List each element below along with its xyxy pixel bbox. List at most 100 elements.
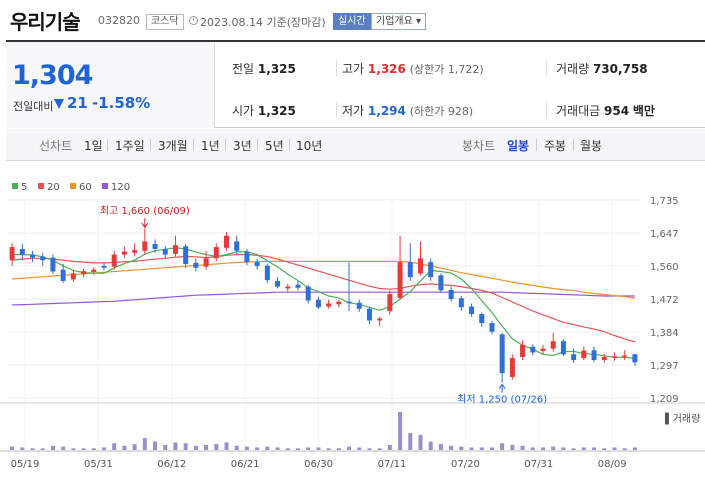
candle <box>438 273 444 293</box>
divider <box>289 139 290 151</box>
period-10y[interactable]: 10년 <box>296 139 323 153</box>
period-1w[interactable]: 1주일 <box>115 139 145 153</box>
candle <box>377 316 383 327</box>
volume-bar <box>602 448 607 450</box>
x-tick-label: 07/11 <box>378 459 407 470</box>
current-price: 1,304 <box>12 60 93 91</box>
x-tick-label: 07/20 <box>451 459 480 470</box>
candle-body <box>111 254 117 267</box>
candle <box>162 246 168 259</box>
realtime-button[interactable]: 실시간 <box>333 13 371 30</box>
candle <box>469 303 475 317</box>
volume-bar <box>20 447 25 450</box>
volume-bar <box>91 448 96 450</box>
amount-value: 954 <box>604 104 630 118</box>
period-1d[interactable]: 1일 <box>84 139 103 153</box>
volume-bar <box>449 445 454 450</box>
company-overview-dropdown[interactable]: 기업개요 ▾ <box>371 13 427 30</box>
candle <box>560 339 566 357</box>
volume-bar <box>244 446 249 450</box>
period-3m[interactable]: 3개월 <box>158 139 188 153</box>
price-summary: 1,304 전일대비 21 -1.58% 전일 1,325 시가 1,325 고… <box>6 40 705 128</box>
candle <box>111 250 117 270</box>
candle-body <box>438 275 444 291</box>
candle-body <box>479 314 485 324</box>
volume-label: 거래량 <box>556 62 590 76</box>
candle-body <box>121 251 127 255</box>
candle-body <box>560 341 566 355</box>
trade-volume: 거래량 730,758 <box>556 60 648 77</box>
volume-bar <box>469 447 474 450</box>
legend-ma20-label: 20 <box>47 182 60 193</box>
candlestick-chart[interactable]: 1,735 1,647 1,560 1,472 1,384 1,297 1,209 05/19… <box>0 195 705 488</box>
candle-body <box>81 271 87 275</box>
candle <box>19 244 25 261</box>
legend-ma120: 120 <box>102 182 130 193</box>
y-tick-label: 1,560 <box>650 262 679 273</box>
high-value: 1,326 <box>367 62 406 76</box>
candle-body <box>183 246 189 264</box>
volume-bar <box>183 443 188 450</box>
period-3y[interactable]: 3년 <box>233 139 252 153</box>
volume-bar <box>377 448 382 450</box>
prev-close-label: 전일 <box>232 62 255 76</box>
divider <box>536 139 537 151</box>
candle-body <box>285 286 291 289</box>
divider <box>107 139 108 151</box>
candle <box>183 244 189 268</box>
legend-ma20: 20 <box>38 182 60 193</box>
candle <box>428 258 434 281</box>
low-value: 1,294 <box>367 104 406 118</box>
volume-panel <box>0 410 705 450</box>
volume-bar <box>275 447 280 450</box>
high-marker-head <box>141 222 149 229</box>
candle <box>152 239 158 253</box>
volume-bar <box>357 447 362 450</box>
current-price-box: 1,304 전일대비 21 -1.58% <box>6 42 215 128</box>
candle <box>50 254 56 275</box>
candle-body <box>417 258 423 274</box>
x-tick-label: 05/31 <box>84 459 113 470</box>
candle-body <box>295 284 301 288</box>
candle-body <box>540 348 546 351</box>
candle <box>254 259 260 270</box>
candle-body <box>264 265 270 281</box>
volume-bar <box>285 448 290 450</box>
period-weekly[interactable]: 주봉 <box>544 139 567 153</box>
candle-body <box>458 298 464 308</box>
candle-body <box>9 247 15 261</box>
candle-body <box>601 356 607 360</box>
ma120-swatch <box>102 183 108 189</box>
candle-body <box>632 354 638 363</box>
candle-chart-tab[interactable]: 봉차트 <box>462 139 496 153</box>
period-monthly[interactable]: 월봉 <box>580 139 603 153</box>
y-tick-label: 1,297 <box>650 361 679 372</box>
base-date: 2023.08.14 기준(장마감) <box>200 16 326 29</box>
period-5y[interactable]: 5년 <box>265 139 284 153</box>
low-price: 저가 1,294 (하한가 928) <box>342 102 473 119</box>
volume-bar <box>255 447 260 450</box>
low-marker-head <box>498 383 506 389</box>
candle <box>101 262 107 271</box>
candle-body <box>244 251 250 263</box>
price-change: 21 <box>67 94 88 112</box>
line-chart-tab[interactable]: 선차트 <box>39 139 73 153</box>
period-daily[interactable]: 일봉 <box>507 139 530 153</box>
candle <box>224 231 230 251</box>
company-overview-label: 기업개요 <box>376 16 413 27</box>
candle-body <box>234 241 240 251</box>
volume-bar <box>530 447 535 450</box>
candle <box>244 248 250 266</box>
candle <box>622 350 628 360</box>
volume-bar <box>112 443 117 450</box>
prev-close-value: 1,325 <box>257 62 296 76</box>
candle-body <box>611 356 617 358</box>
candle <box>499 332 505 383</box>
candle-body <box>101 265 107 268</box>
candle <box>193 258 199 272</box>
legend-ma5-label: 5 <box>21 182 28 193</box>
volume-bar <box>541 447 546 450</box>
candle <box>550 332 556 352</box>
chart-toolbar: 선차트 1일 1주일 3개월 1년 3년 5년 10년 봉차트 일봉 주봉 월봉 <box>6 129 705 161</box>
period-1y[interactable]: 1년 <box>201 139 220 153</box>
